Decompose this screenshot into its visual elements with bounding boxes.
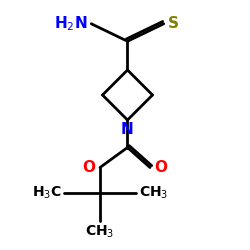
Text: CH$_3$: CH$_3$ — [85, 224, 115, 240]
Text: N: N — [121, 122, 134, 137]
Text: H$_2$N: H$_2$N — [54, 14, 88, 33]
Text: O: O — [82, 160, 96, 175]
Text: S: S — [168, 16, 178, 31]
Text: CH$_3$: CH$_3$ — [139, 184, 168, 201]
Text: O: O — [154, 160, 168, 175]
Text: H$_3$C: H$_3$C — [32, 184, 61, 201]
